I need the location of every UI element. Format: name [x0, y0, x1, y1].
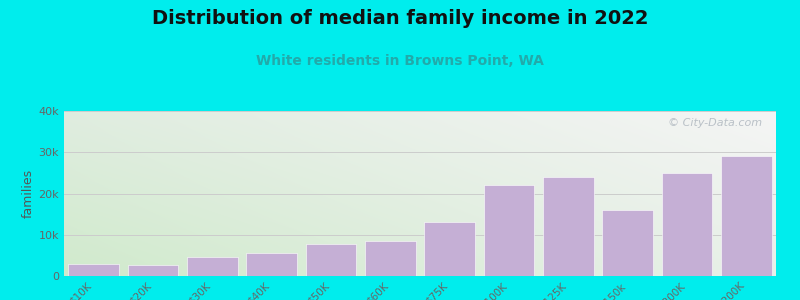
Text: White residents in Browns Point, WA: White residents in Browns Point, WA — [256, 54, 544, 68]
Bar — [721, 156, 771, 276]
Bar — [425, 222, 475, 276]
Bar — [484, 185, 534, 276]
Bar — [602, 210, 653, 276]
Bar — [543, 177, 594, 276]
Bar — [246, 253, 297, 276]
Bar — [365, 241, 415, 276]
Text: Distribution of median family income in 2022: Distribution of median family income in … — [152, 9, 648, 28]
Text: © City-Data.com: © City-Data.com — [668, 118, 762, 128]
Y-axis label: families: families — [22, 169, 34, 218]
Bar — [662, 173, 712, 276]
Bar — [69, 264, 119, 276]
Bar — [306, 244, 356, 276]
Bar — [187, 256, 238, 276]
Bar — [128, 265, 178, 276]
